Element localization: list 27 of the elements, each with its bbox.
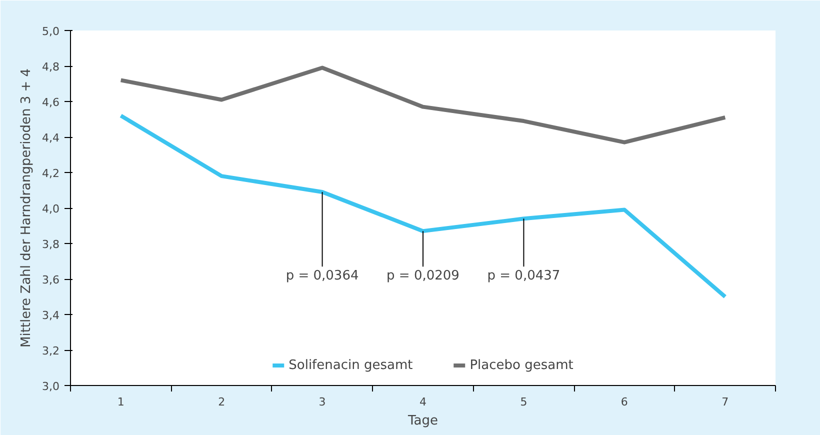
y-tick-label: 5,0 [42,25,60,38]
x-tick-label: 1 [117,396,124,408]
y-tick-label: 3,4 [42,309,60,322]
x-tick-label: 2 [218,396,226,408]
y-tick-label: 4,4 [42,132,60,144]
annotation: p = 0,0209 [386,268,460,284]
x-tick-label: 4 [420,396,426,408]
y-tick-label: 3,8 [42,238,60,251]
x-tick-label: 5 [520,396,528,408]
legend-label: Placebo gesamt [470,358,574,372]
y-axis-title: Mittlere Zahl der Harndrangperioden 3 + 4 [19,68,34,348]
x-tick-label: 6 [620,396,628,408]
y-tick-label: 4,8 [42,60,60,74]
y-tick-label: 3,6 [42,274,60,286]
x-tick-label: 3 [318,396,326,408]
y-tick-label: 3,2 [42,344,60,358]
x-axis-title: Tage [406,414,438,428]
y-tick-label: 4,2 [42,167,60,180]
legend-label: Solifenacin gesamt [288,358,413,372]
y-tick-label: 4,0 [42,202,60,216]
x-tick-label: 7 [722,396,729,408]
y-tick-label: 3,0 [42,380,60,393]
annotation: p = 0,0364 [286,268,359,284]
line-series [118,114,728,299]
line-series [118,66,728,144]
y-tick-label: 4,6 [42,96,60,109]
annotation: p = 0,0437 [487,268,560,284]
